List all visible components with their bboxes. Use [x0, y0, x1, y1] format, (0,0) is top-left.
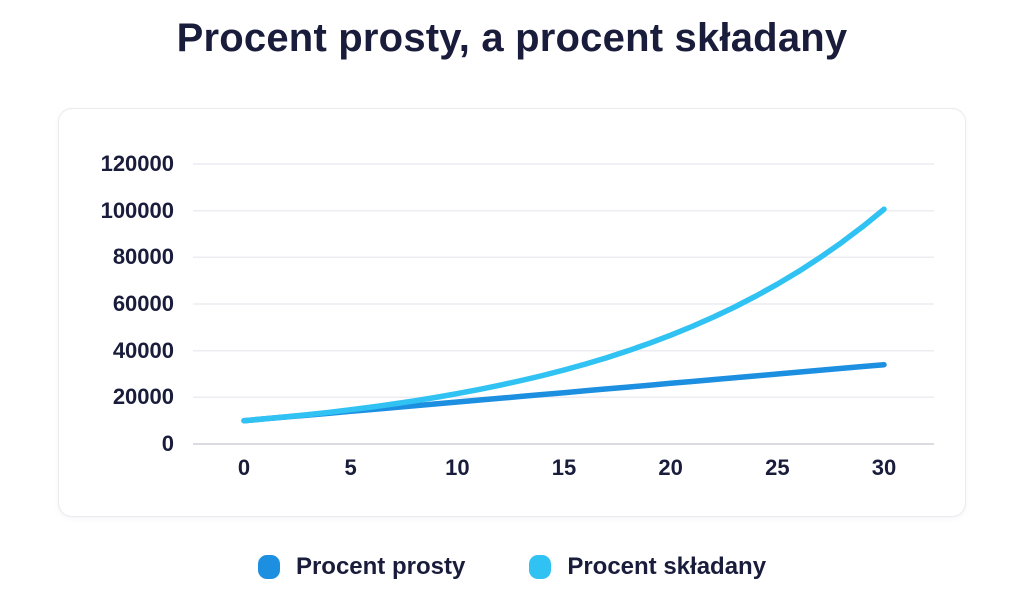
legend-item-procent-prosty: Procent prosty [257, 553, 466, 581]
legend-label-procent-prosty: Procent prosty [295, 553, 466, 580]
legend: Procent prosty Procent składany [0, 553, 1024, 581]
legend-dot-procent-skladany [529, 555, 552, 579]
chart-svg [193, 163, 934, 445]
chart-title: Procent prosty, a procent składany [176, 16, 848, 60]
legend-item-procent-skladany: Procent składany [529, 553, 766, 581]
legend-label-procent-skladany: Procent składany [567, 553, 767, 580]
series-line [241, 206, 887, 424]
chart-card: 0 20000 40000 60000 80000 100000 120000 0 5 10 15… [58, 108, 966, 517]
legend-dot-procent-prosty [257, 555, 280, 579]
